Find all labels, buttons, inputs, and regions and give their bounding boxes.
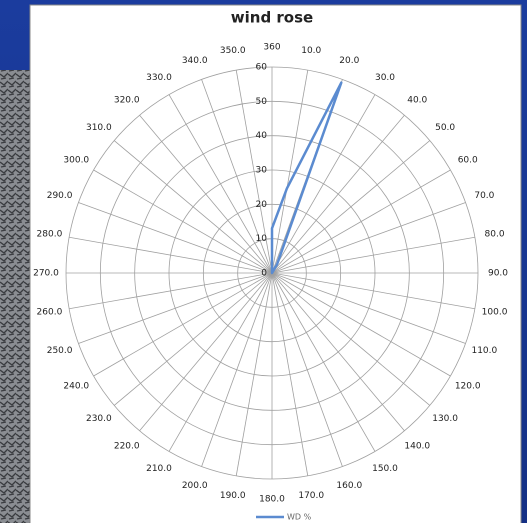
spoke: [271, 272, 309, 476]
category-label: 360: [263, 43, 280, 53]
spoke: [235, 272, 273, 476]
category-label: 100.0: [482, 308, 508, 318]
category-label: 240.0: [63, 382, 89, 392]
spoke: [139, 272, 273, 432]
radial-tick-label: 30: [256, 166, 268, 176]
category-label: 190.0: [220, 491, 246, 501]
category-label: 50.0: [435, 123, 455, 133]
spoke: [69, 272, 273, 310]
grid: [65, 66, 479, 480]
spoke: [235, 70, 273, 274]
spoke: [93, 169, 273, 274]
category-label: 40.0: [407, 95, 427, 105]
spoke: [93, 272, 273, 377]
category-label: 70.0: [474, 191, 494, 201]
category-label: 300.0: [63, 156, 89, 166]
labels: 0 10 20 30 40 50 60 360 10.0 20.0 30.0 40.0 50.0 60.0…: [33, 43, 508, 522]
spoke: [271, 140, 431, 274]
spoke: [271, 272, 431, 406]
spoke: [139, 114, 273, 274]
radial-tick-label: 40: [256, 131, 268, 141]
category-label: 120.0: [455, 382, 481, 392]
spoke: [69, 236, 273, 274]
spoke: [78, 272, 273, 344]
category-label: 20.0: [339, 56, 359, 66]
spoke: [271, 272, 451, 377]
spoke: [271, 272, 466, 344]
category-label: 270.0: [33, 269, 59, 279]
spoke: [201, 272, 273, 467]
category-label: 180.0: [259, 495, 285, 505]
category-label: 280.0: [37, 229, 63, 239]
series-line: [270, 81, 343, 275]
spoke: [271, 94, 376, 274]
category-label: 80.0: [485, 229, 505, 239]
category-label: 160.0: [336, 481, 362, 491]
spoke: [78, 202, 273, 274]
category-label: 130.0: [432, 414, 458, 424]
category-label: 230.0: [86, 414, 112, 424]
spoke: [271, 114, 405, 274]
category-label: 200.0: [182, 481, 208, 491]
category-label: 210.0: [146, 464, 172, 474]
spoke: [271, 202, 466, 274]
radial-tick-label: 10: [256, 234, 268, 244]
spoke: [168, 272, 273, 452]
category-label: 310.0: [86, 123, 112, 133]
category-label: 60.0: [458, 156, 478, 166]
category-label: 110.0: [471, 346, 497, 356]
spoke: [271, 272, 343, 467]
category-label: 10.0: [301, 46, 321, 56]
category-label: 330.0: [146, 73, 172, 83]
category-label: 320.0: [114, 95, 140, 105]
category-label: 290.0: [47, 191, 73, 201]
spoke: [271, 70, 309, 274]
spoke: [271, 272, 376, 452]
chart-title: wind rose: [231, 9, 313, 27]
radial-tick-label: 20: [256, 200, 268, 210]
radial-tick-label: 60: [256, 63, 268, 73]
category-label: 140.0: [404, 442, 430, 452]
category-label: 30.0: [375, 73, 395, 83]
category-label: 170.0: [298, 491, 324, 501]
radial-tick-label: 0: [261, 269, 267, 279]
category-label: 250.0: [47, 346, 73, 356]
category-label: 350.0: [220, 46, 246, 56]
spoke: [113, 272, 273, 406]
spoke: [113, 140, 273, 274]
spoke: [271, 236, 475, 274]
category-label: 220.0: [114, 442, 140, 452]
spoke: [201, 79, 273, 274]
spoke: [271, 272, 405, 432]
spoke: [271, 169, 451, 274]
marks: [256, 81, 343, 519]
spoke: [271, 272, 475, 310]
category-label: 150.0: [372, 464, 398, 474]
category-label: 340.0: [182, 56, 208, 66]
category-label: 260.0: [37, 308, 63, 318]
radial-tick-label: 50: [256, 97, 268, 107]
legend-label: WD %: [287, 513, 312, 522]
background-photo: [0, 70, 30, 523]
spoke: [168, 94, 273, 274]
category-label: 90.0: [488, 269, 508, 279]
